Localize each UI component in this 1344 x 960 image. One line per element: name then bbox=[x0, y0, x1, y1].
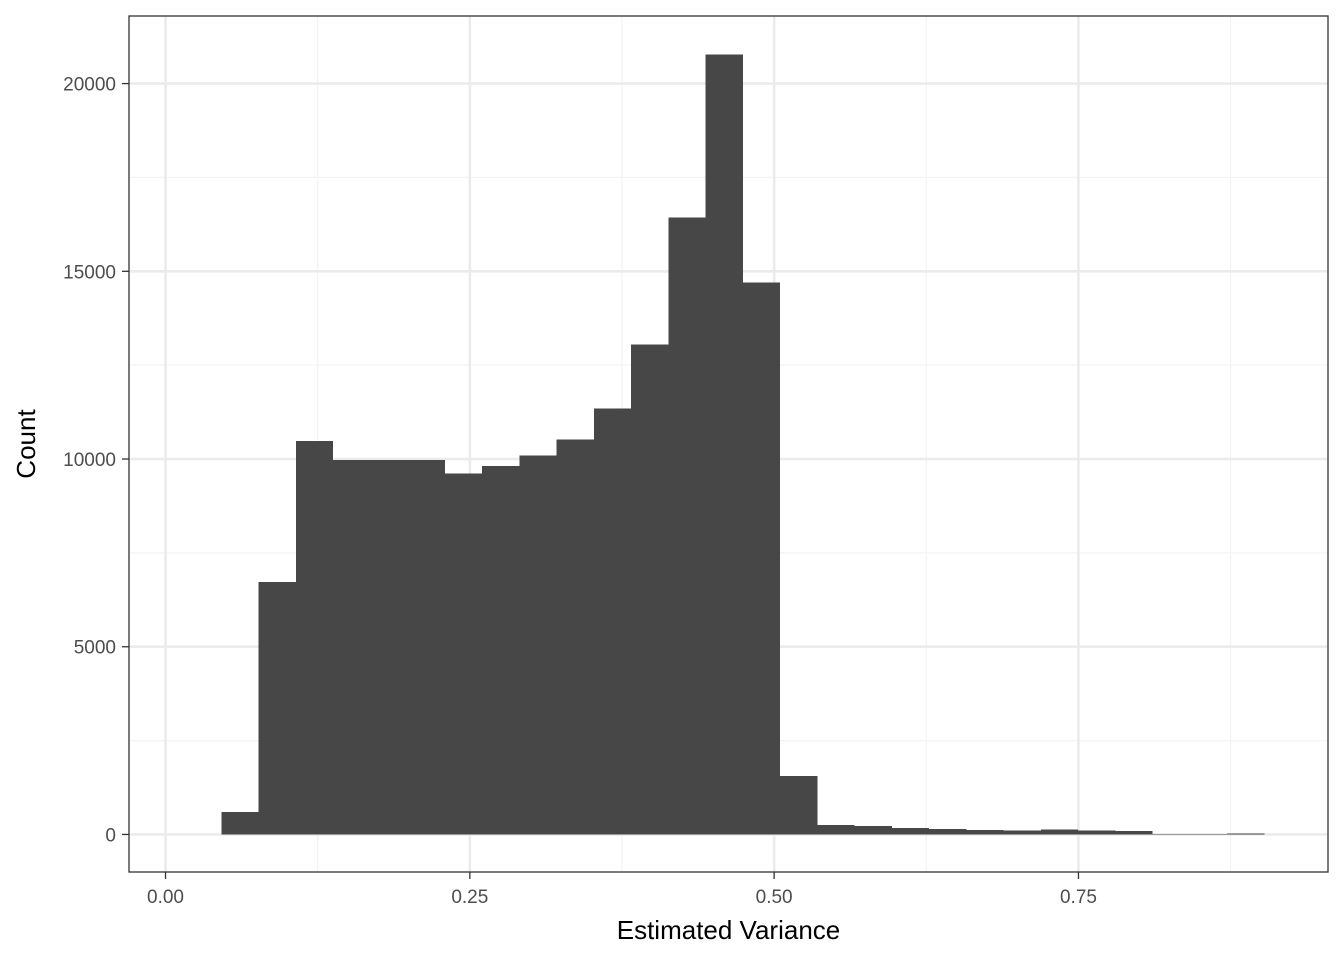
histogram-bar bbox=[1115, 831, 1153, 835]
histogram-bar bbox=[1040, 829, 1079, 835]
histogram-bar bbox=[742, 282, 781, 835]
y-tick-label: 10000 bbox=[63, 450, 116, 471]
histogram-bar bbox=[966, 829, 1004, 835]
y-tick-label: 5000 bbox=[74, 638, 116, 659]
histogram-bar bbox=[929, 829, 967, 835]
x-tick-label: 0.00 bbox=[147, 887, 184, 908]
y-tick-label: 0 bbox=[105, 825, 116, 846]
y-axis: 0 5000 10000 15000 20000 bbox=[63, 75, 129, 846]
histogram-bar bbox=[854, 826, 892, 835]
histogram-bar bbox=[519, 455, 557, 835]
histogram-bar bbox=[817, 825, 855, 835]
histogram-bar bbox=[444, 473, 483, 835]
histogram-bar bbox=[370, 459, 408, 835]
histogram-bar bbox=[407, 459, 445, 835]
y-tick-label: 20000 bbox=[63, 75, 116, 96]
histogram-bars bbox=[184, 54, 1302, 835]
histogram-bar bbox=[705, 54, 743, 835]
histogram-bar bbox=[668, 217, 706, 835]
x-tick-label: 0.50 bbox=[756, 887, 793, 908]
histogram-bar bbox=[258, 582, 296, 835]
y-tick-label: 15000 bbox=[63, 262, 116, 283]
x-axis: 0.00 0.25 0.50 0.75 bbox=[147, 872, 1097, 908]
histogram-bar bbox=[1003, 830, 1041, 835]
histogram-bar bbox=[333, 459, 371, 835]
histogram-bar bbox=[221, 811, 259, 835]
histogram-bar bbox=[482, 465, 520, 835]
y-axis-title: Count bbox=[11, 409, 41, 479]
histogram-bar bbox=[780, 775, 818, 835]
histogram-bar bbox=[631, 344, 669, 835]
x-axis-title: Estimated Variance bbox=[617, 915, 841, 945]
x-tick-label: 0.25 bbox=[451, 887, 488, 908]
histogram-bar bbox=[556, 439, 594, 835]
histogram-bar bbox=[891, 828, 930, 835]
histogram-bar bbox=[295, 440, 334, 835]
x-tick-label: 0.75 bbox=[1060, 887, 1097, 908]
panel-border bbox=[128, 15, 1329, 873]
histogram-bar bbox=[1227, 833, 1265, 835]
histogram-bar bbox=[593, 408, 632, 835]
histogram-bar bbox=[1078, 830, 1116, 835]
